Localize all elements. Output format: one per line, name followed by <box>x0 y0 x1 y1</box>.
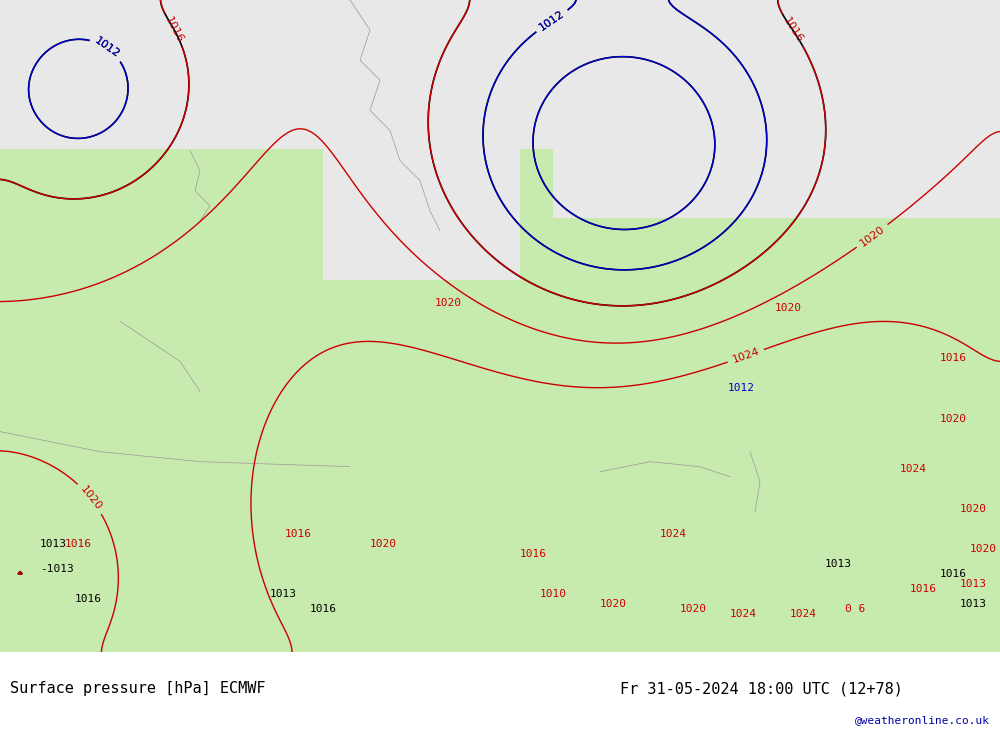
Text: Surface pressure [hPa] ECMWF: Surface pressure [hPa] ECMWF <box>10 681 266 696</box>
Text: 1020: 1020 <box>435 298 462 308</box>
Text: 1020: 1020 <box>970 544 997 554</box>
Text: 1016: 1016 <box>75 594 102 604</box>
Text: 1016: 1016 <box>940 353 967 364</box>
Text: 1024: 1024 <box>900 464 927 474</box>
Text: 1016: 1016 <box>910 584 937 594</box>
Text: 1013: 1013 <box>960 579 987 589</box>
Text: 1010: 1010 <box>540 589 567 599</box>
Text: 1024: 1024 <box>731 347 761 365</box>
Text: 1012: 1012 <box>537 9 566 33</box>
Text: 1012: 1012 <box>93 36 121 60</box>
Text: @weatheronline.co.uk: @weatheronline.co.uk <box>855 715 990 725</box>
Text: 1020: 1020 <box>960 504 987 514</box>
Text: 1016: 1016 <box>781 15 804 44</box>
Text: 1020: 1020 <box>370 539 397 549</box>
Text: 1012: 1012 <box>537 9 566 33</box>
Text: 1024: 1024 <box>730 609 757 619</box>
Text: 0 6: 0 6 <box>845 604 865 614</box>
Text: Fr 31-05-2024 18:00 UTC (12+78): Fr 31-05-2024 18:00 UTC (12+78) <box>620 681 903 696</box>
Text: 1013: 1013 <box>825 559 852 569</box>
Text: 1016: 1016 <box>940 569 967 579</box>
Text: 1013: 1013 <box>270 589 297 599</box>
Text: 1020: 1020 <box>78 485 103 512</box>
Text: 1016: 1016 <box>520 549 547 559</box>
Text: 1020: 1020 <box>680 604 707 614</box>
Text: 1012: 1012 <box>93 36 121 60</box>
Text: 1013: 1013 <box>960 599 987 609</box>
Text: 1020: 1020 <box>940 413 967 424</box>
Text: 1013: 1013 <box>40 539 67 549</box>
Text: 1012: 1012 <box>728 383 755 394</box>
Text: 1020: 1020 <box>600 599 627 609</box>
Text: -1013: -1013 <box>40 564 74 574</box>
Text: 1016: 1016 <box>65 539 92 549</box>
Text: 1024: 1024 <box>790 609 817 619</box>
Text: 1020: 1020 <box>775 303 802 313</box>
Text: 1016: 1016 <box>310 604 337 614</box>
Text: 1020: 1020 <box>858 224 887 248</box>
Text: 1016: 1016 <box>163 15 185 44</box>
Text: 1024: 1024 <box>660 529 687 539</box>
Text: 1016: 1016 <box>285 529 312 539</box>
